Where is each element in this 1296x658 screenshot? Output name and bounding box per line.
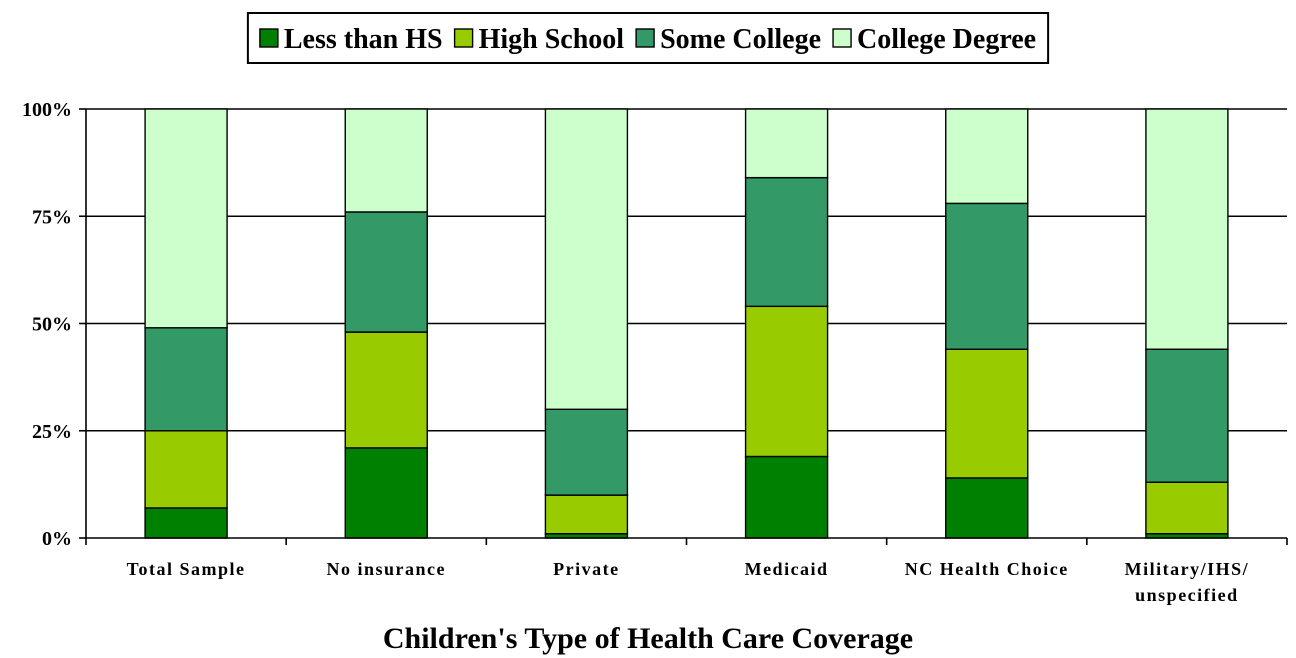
legend-label: Less than HS: [284, 24, 443, 55]
legend-label: High School: [479, 24, 625, 55]
bar-college-degree: [1145, 108, 1229, 350]
bar-college-degree: [744, 108, 829, 179]
axes: [79, 108, 1288, 545]
x-category-label: NC Health Choice: [905, 559, 1069, 579]
legend-label: College Degree: [857, 24, 1036, 55]
x-category-label: No insurance: [326, 559, 446, 579]
bar-less-than-hs: [945, 477, 1029, 539]
y-tick-label: 50%: [32, 314, 72, 336]
bar-less-than-hs: [144, 507, 228, 539]
y-tick-label: 0%: [42, 528, 72, 550]
gridlines: [86, 108, 1287, 432]
y-tick-label: 25%: [32, 421, 72, 443]
bar-college-degree: [544, 108, 629, 410]
legend-swatch: [453, 28, 474, 48]
y-tick-label: 75%: [32, 206, 72, 228]
bar-some-college: [1145, 348, 1229, 483]
bar-some-college: [344, 211, 428, 333]
bar-college-degree: [945, 108, 1029, 205]
bar-less-than-hs: [744, 455, 829, 539]
bars: [144, 108, 1229, 539]
y-tick-label: 100%: [22, 99, 72, 121]
bar-college-degree: [344, 108, 428, 213]
bar-high-school: [1145, 481, 1229, 535]
bar-high-school: [544, 494, 629, 535]
x-category-labels: Total Sample No insurance Private Medicaid N…: [127, 559, 1250, 605]
x-category-label: Total Sample: [127, 559, 246, 579]
x-category-label: Private: [553, 559, 619, 579]
bar-high-school: [744, 305, 829, 458]
bar-some-college: [544, 408, 629, 496]
x-axis-title: Children's Type of Health Care Coverage: [383, 622, 913, 655]
legend-swatch: [259, 28, 279, 48]
y-tick-labels: 0% 25% 50% 75% 100%: [22, 99, 72, 550]
bar-high-school: [144, 430, 228, 509]
legend-swatch: [832, 28, 852, 48]
x-category-label: Military/IHS/unspecified: [1125, 559, 1250, 605]
bar-less-than-hs: [344, 447, 428, 539]
legend-label: Some College: [660, 24, 821, 55]
bar-high-school: [945, 348, 1029, 479]
bar-high-school: [344, 331, 428, 449]
bar-college-degree: [144, 108, 228, 329]
bar-some-college: [744, 176, 829, 308]
x-category-label: Medicaid: [745, 559, 829, 579]
bar-some-college: [945, 202, 1029, 350]
legend: Less than HS High School Some College Colle…: [246, 12, 1050, 64]
legend-swatch: [635, 28, 655, 48]
bar-some-college: [144, 327, 228, 432]
